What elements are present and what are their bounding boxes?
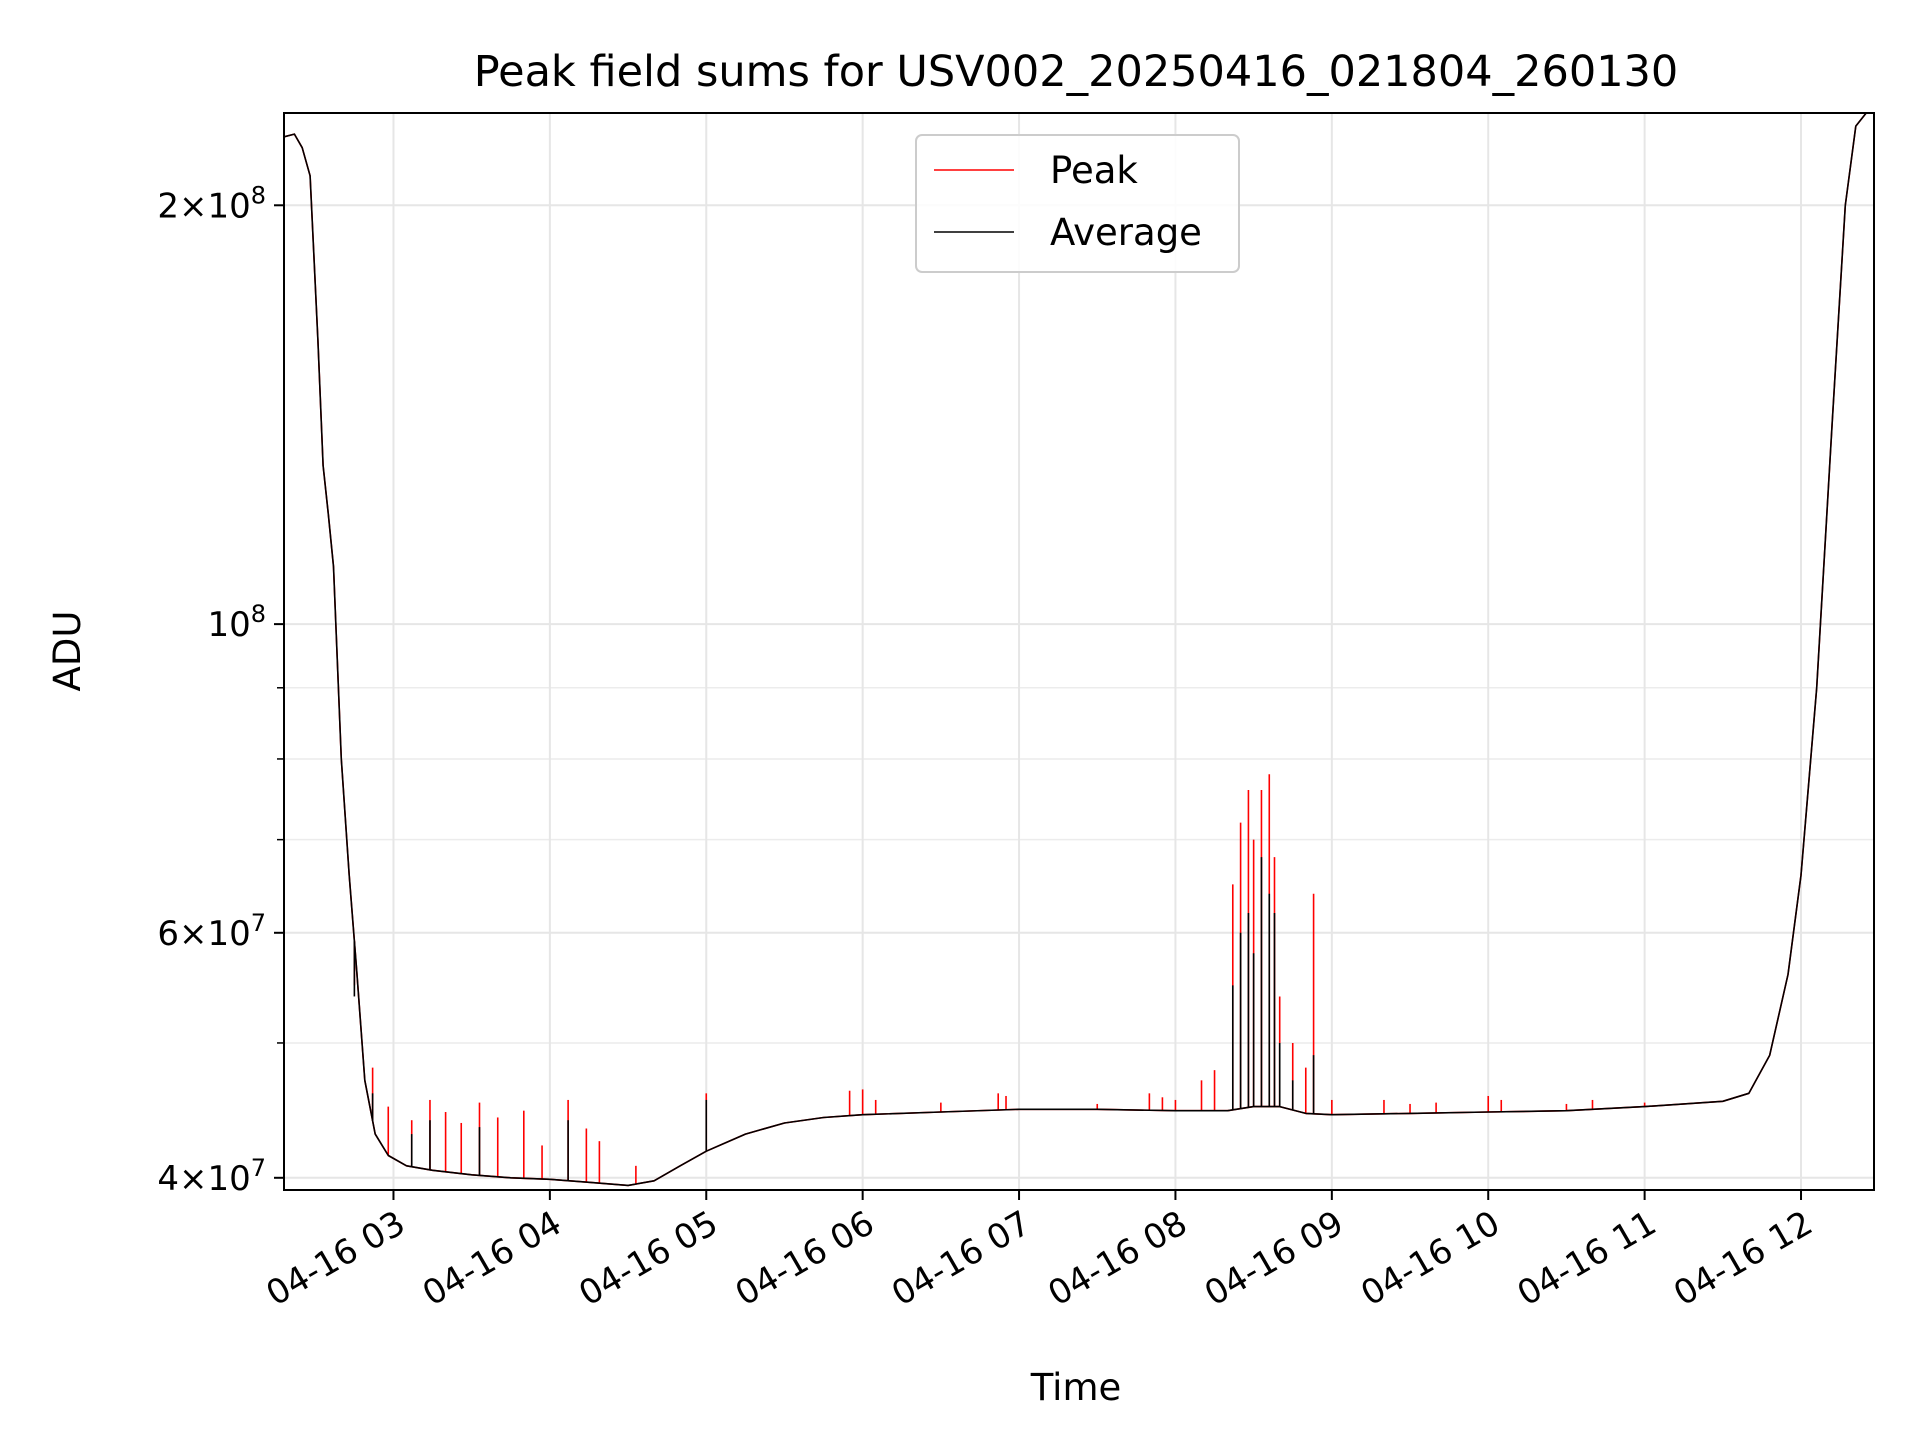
y-axis-label: ADU: [46, 611, 89, 692]
y-tick-label: 108: [207, 600, 266, 645]
series-line-average: [284, 113, 1867, 1187]
series-line-peak: [284, 113, 1867, 1187]
x-tick-label: 04-16 10: [1354, 1203, 1506, 1314]
x-tick-label: 04-16 08: [1042, 1203, 1194, 1314]
series-layer: [284, 113, 1867, 1187]
x-axis: 04-16 03 04-16 04 04-16 05 04-16 06 04-16 07…: [260, 1190, 1820, 1314]
x-tick-label: 04-16 09: [1198, 1203, 1350, 1314]
x-tick-label: 04-16 12: [1667, 1203, 1819, 1314]
x-tick-label: 04-16 04: [416, 1203, 568, 1314]
y-tick-label: 6×107: [157, 909, 266, 954]
legend-label-average: Average: [1050, 211, 1202, 254]
x-axis-label: Time: [1030, 1366, 1122, 1409]
plot-frame: [283, 112, 1875, 1191]
grid: [284, 113, 1874, 1190]
y-tick-label: 4×107: [157, 1154, 266, 1199]
y-tick-label: 2×108: [157, 181, 266, 226]
x-tick-label: 04-16 07: [885, 1203, 1037, 1314]
series-peak: [284, 113, 1867, 1187]
series-average: [284, 113, 1867, 1187]
legend: Peak Average: [915, 134, 1240, 273]
legend-label-peak: Peak: [1050, 149, 1138, 192]
y-axis: 4×107 6×107 108 2×108: [157, 181, 284, 1199]
x-tick-label: 04-16 03: [260, 1203, 412, 1314]
x-tick-label: 04-16 05: [572, 1203, 724, 1314]
chart-title: Peak field sums for USV002_20250416_0218…: [474, 47, 1679, 97]
x-tick-label: 04-16 11: [1511, 1203, 1663, 1314]
x-tick-label: 04-16 06: [729, 1203, 881, 1314]
